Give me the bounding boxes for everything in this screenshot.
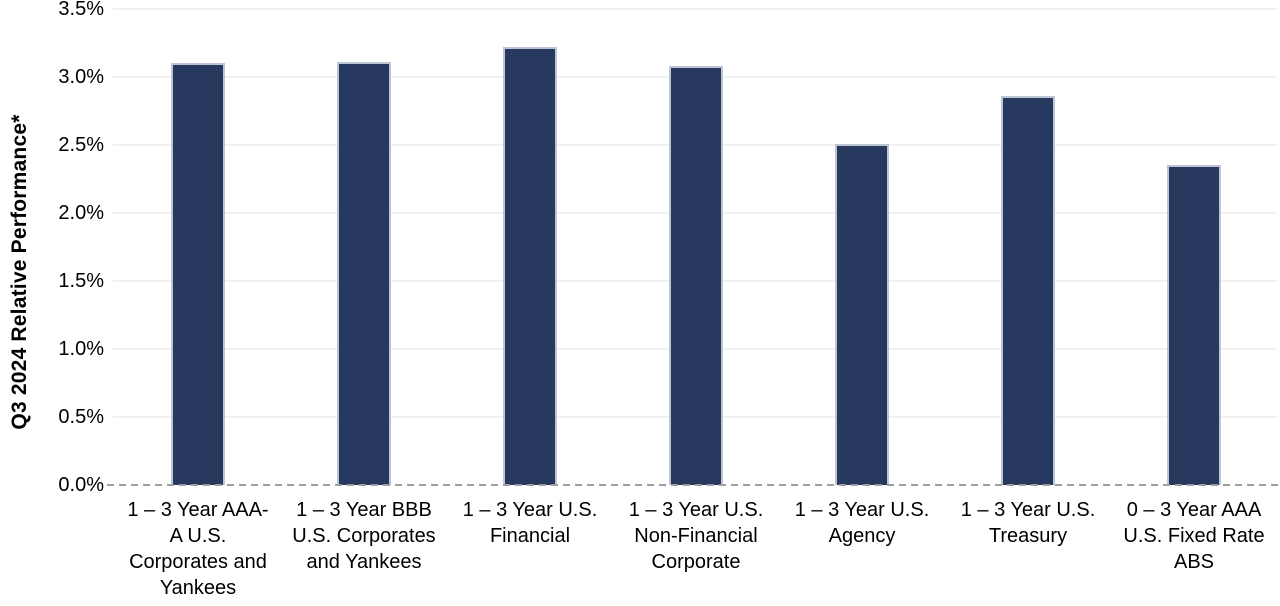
bar-2 [337, 62, 391, 485]
y-tick-label: 2.5% [58, 134, 104, 156]
bar-6 [1001, 96, 1055, 485]
y-tick-label: 3.5% [58, 0, 104, 20]
y-tick-label: 0.5% [58, 406, 104, 428]
bar-7 [1167, 165, 1221, 485]
bar-1 [171, 63, 225, 485]
y-tick-label: 2.0% [58, 202, 104, 224]
x-axis-label: 1 – 3 Year U.S. Non-Financial Corporate [628, 499, 764, 573]
y-axis-title: Q3 2024 Relative Performance* [8, 114, 31, 430]
bar-4 [669, 66, 723, 485]
bar-5 [835, 143, 889, 485]
x-axis-label: 1 – 3 Year U.S. Financial [462, 499, 598, 547]
zero-baseline [107, 484, 1280, 486]
y-tick-label: 1.0% [58, 338, 104, 360]
x-axis-label: 1 – 3 Year U.S. Agency [794, 499, 930, 547]
x-axis-label: 1 – 3 Year BBB U.S. Corporates and Yanke… [292, 499, 436, 573]
y-tick-label: 3.0% [58, 66, 104, 88]
y-tick-label: 1.5% [58, 270, 104, 292]
x-axis-label: 1 – 3 Year AAA- A U.S. Corporates and Ya… [127, 499, 269, 599]
gridline [113, 8, 1277, 10]
bar-3 [503, 47, 557, 485]
x-axis-label: 0 – 3 Year AAA U.S. Fixed Rate ABS [1123, 499, 1265, 573]
x-axis-label: 1 – 3 Year U.S. Treasury [960, 499, 1096, 547]
y-tick-label: 0.0% [58, 474, 104, 496]
